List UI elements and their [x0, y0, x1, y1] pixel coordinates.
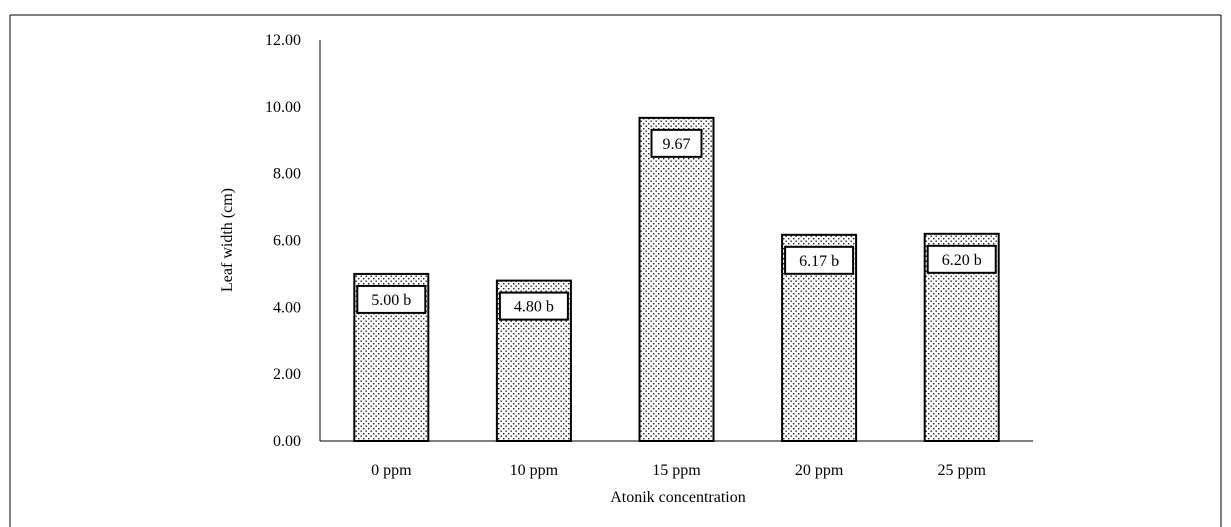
bar	[638, 116, 715, 442]
data-labels: 5.00 b 4.80 b 9.67 6.17 b 6.20 b	[356, 128, 997, 321]
x-tick-label: 15 ppm	[652, 462, 701, 479]
data-label-box	[650, 128, 703, 158]
x-tick-label: 10 ppm	[510, 462, 559, 479]
data-label: 4.80 b	[514, 299, 554, 316]
y-tick-label: 10.00	[265, 99, 301, 116]
y-tick-label: 2.00	[273, 366, 301, 383]
x-tick-labels: 0 ppm 10 ppm 15 ppm 20 ppm 25 ppm	[371, 462, 986, 479]
data-label-box	[784, 245, 855, 275]
x-tick-label: 25 ppm	[937, 462, 986, 479]
data-label: 6.20 b	[942, 252, 982, 269]
y-tick-labels: 0.00 2.00 4.00 6.00 8.00 10.00 12.00	[265, 32, 301, 450]
data-label: 5.00 b	[371, 292, 411, 309]
bars-group	[353, 116, 1000, 442]
x-axis-title: Atonik concentration	[610, 489, 746, 506]
data-label-box	[926, 244, 997, 274]
y-tick-label: 8.00	[273, 166, 301, 183]
y-tick-label: 4.00	[273, 299, 301, 316]
y-tick-label: 0.00	[273, 433, 301, 450]
data-label-box	[356, 284, 427, 314]
x-tick-label: 20 ppm	[795, 462, 844, 479]
y-axis-title: Leaf width (cm)	[219, 188, 236, 292]
data-label: 9.67	[663, 136, 691, 153]
y-tick-label: 6.00	[273, 233, 301, 250]
y-tick-label: 12.00	[265, 32, 301, 49]
data-label-box	[498, 291, 569, 321]
data-label: 6.17 b	[799, 253, 839, 270]
x-tick-label: 0 ppm	[371, 462, 412, 479]
